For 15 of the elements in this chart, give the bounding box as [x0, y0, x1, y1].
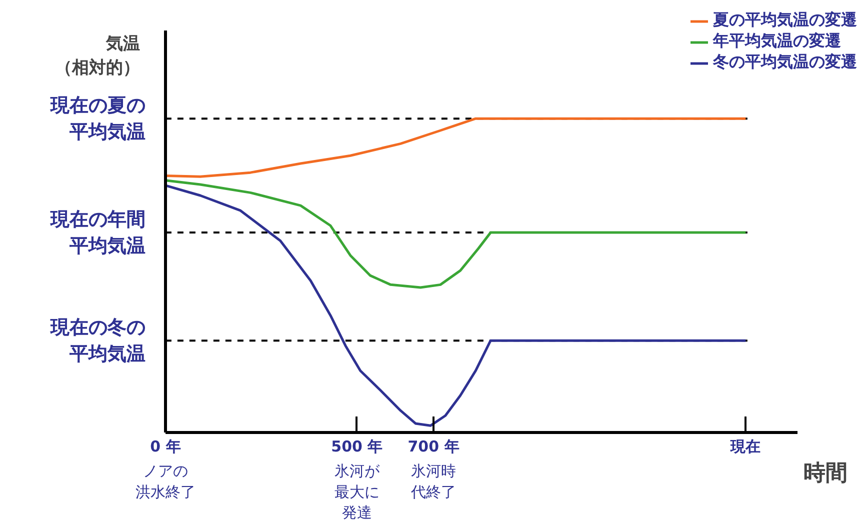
text: 氷河が最大に発達: [334, 462, 380, 520]
y-axis-title: 気温（相対的）: [55, 34, 140, 78]
text: ノアの洪水終了: [135, 464, 196, 501]
x-tick-label: 500 年: [331, 438, 383, 456]
x-tick-label: 0 年: [150, 438, 181, 456]
text: 氷河時代終了: [410, 462, 456, 501]
ref-line-label: 現在の夏の平均気温: [49, 94, 146, 143]
legend-label: 年平均気温の変遷: [713, 31, 841, 52]
ref-line-label: 現在の冬の平均気温: [49, 316, 146, 365]
x-tick-label: 現在: [730, 438, 761, 456]
ref-line-label: 現在の年間平均気温: [49, 208, 146, 257]
legend-label: 夏の平均気温の変遷: [713, 10, 857, 31]
x-tick-label: 700 年: [408, 438, 460, 456]
x-axis-title: 時間: [804, 460, 848, 486]
legend-label: 冬の平均気温の変遷: [713, 52, 857, 73]
